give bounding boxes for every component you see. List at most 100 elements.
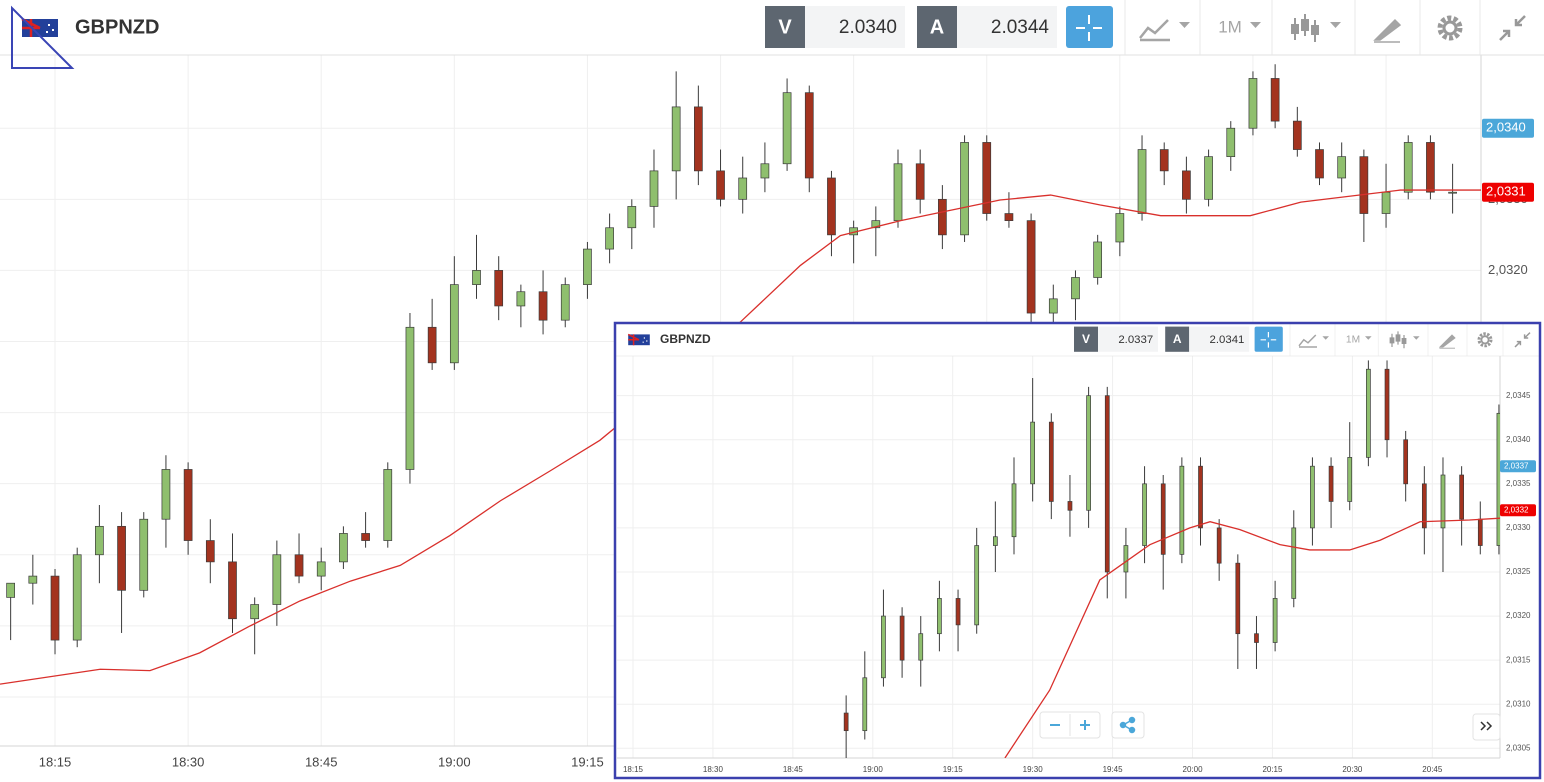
x-tick-label: 19:30	[1023, 765, 1044, 774]
candle-body	[272, 554, 282, 605]
price-badge	[1482, 182, 1534, 202]
buy-label-box	[1165, 326, 1190, 352]
zoom-in[interactable]	[1080, 720, 1090, 730]
share-button[interactable]	[1119, 716, 1136, 734]
candle-body	[955, 598, 961, 626]
candle-body	[881, 615, 886, 679]
buy-label: A	[1173, 332, 1182, 346]
candle-body	[1093, 241, 1103, 278]
candle-body	[1198, 465, 1203, 529]
candle-body	[1403, 142, 1413, 193]
draw-icon[interactable]	[1438, 334, 1456, 349]
candle-body	[472, 270, 481, 285]
sell-label-box	[1074, 326, 1098, 352]
candle-body	[1160, 483, 1166, 555]
crosshair-button[interactable]	[1254, 326, 1283, 352]
x-tick-label: 20:45	[1422, 765, 1443, 774]
timeframe[interactable]: 1M	[1218, 17, 1242, 36]
y-tick-label: 2,0335	[1506, 479, 1531, 488]
timeframe[interactable]: 1M	[1346, 334, 1360, 345]
candle-body	[560, 284, 570, 321]
y-tick-label: 2,0315	[1506, 655, 1531, 664]
moving-average	[1004, 517, 1500, 758]
candle-body	[427, 326, 437, 364]
x-tick-label: 20:30	[1342, 765, 1363, 774]
candle-body	[1030, 421, 1036, 485]
y-tick-label: 2,0340	[1506, 435, 1531, 444]
candle-body	[1204, 156, 1213, 200]
sell-price-box[interactable]	[805, 6, 905, 48]
share-box	[1111, 711, 1145, 739]
candle-body	[6, 582, 15, 598]
candle-body	[1226, 127, 1236, 158]
crosshair-icon	[1076, 15, 1102, 41]
candle-body	[1440, 474, 1446, 529]
crosshair-button[interactable]	[1066, 6, 1113, 48]
x-tick-label: 18:30	[703, 765, 724, 774]
candle-body	[804, 92, 814, 179]
chart-type-icon[interactable]	[1298, 334, 1318, 348]
buy-price: 2.0341	[1210, 334, 1245, 346]
draw-icon[interactable]	[1373, 18, 1402, 43]
candle-body	[449, 284, 459, 364]
price-badge-label: 2,0332	[1504, 505, 1529, 514]
y-tick-label: 2,0305	[1506, 743, 1531, 752]
plot-area	[0, 64, 1481, 685]
candle-body	[893, 163, 903, 221]
buy-price-box[interactable]	[1189, 326, 1250, 352]
price-badge	[1500, 504, 1536, 517]
buy-price-box[interactable]	[957, 6, 1057, 48]
candle-body	[843, 712, 849, 732]
candle-body	[694, 106, 703, 172]
inset-frame	[613, 321, 1542, 780]
sell-price-box[interactable]	[1098, 326, 1158, 352]
candle-body	[918, 633, 924, 661]
candle-body	[494, 270, 504, 307]
candle-body	[1421, 483, 1427, 529]
candle-body	[1459, 474, 1464, 520]
price-badge	[1500, 460, 1536, 473]
x-tick-label: 18:15	[623, 765, 644, 774]
candle-body	[649, 170, 659, 207]
buy-label-box	[917, 6, 957, 48]
candle-body	[294, 554, 304, 577]
instrument-name: GBPNZD	[660, 332, 711, 346]
candle-body	[1115, 213, 1125, 243]
candle-body	[827, 177, 836, 236]
candle-body	[1026, 220, 1036, 314]
price-badge-label: 2,0337	[1504, 461, 1529, 470]
candle-body	[982, 142, 992, 214]
candle-body	[72, 554, 82, 641]
candle-body	[538, 291, 548, 321]
candle-body	[183, 469, 193, 541]
candle-body	[383, 469, 393, 541]
dropdown-arrow	[1330, 22, 1341, 28]
candle-body	[28, 575, 38, 584]
candle-body	[1359, 156, 1369, 214]
candle-body	[1048, 421, 1054, 502]
candle-body	[899, 615, 905, 661]
candle-body	[915, 163, 925, 200]
candle-body	[405, 326, 415, 470]
zoom-controls	[1039, 711, 1501, 741]
candle-body	[974, 545, 980, 626]
candle-body	[760, 163, 770, 179]
instrument-name: GBPNZD	[75, 16, 159, 38]
settings-icon[interactable]	[1437, 15, 1463, 41]
collapse-icon[interactable]	[1499, 15, 1526, 41]
candle-body	[1403, 439, 1409, 485]
x-tick-label: 19:00	[438, 754, 471, 769]
x-tick-label: 19:15	[571, 754, 604, 769]
scroll-end-button[interactable]	[1480, 721, 1493, 731]
x-tick-label: 19:45	[1103, 765, 1124, 774]
chart-type-icon[interactable]	[1139, 19, 1170, 42]
flag-stars	[46, 24, 54, 33]
crosshair-icon	[1260, 332, 1277, 348]
candle-body	[960, 142, 969, 236]
collapse-icon[interactable]	[1514, 332, 1531, 348]
candle-body	[871, 220, 881, 229]
sell-label: V	[1082, 332, 1090, 346]
candle-body	[1292, 120, 1302, 150]
candle-body	[605, 227, 614, 250]
